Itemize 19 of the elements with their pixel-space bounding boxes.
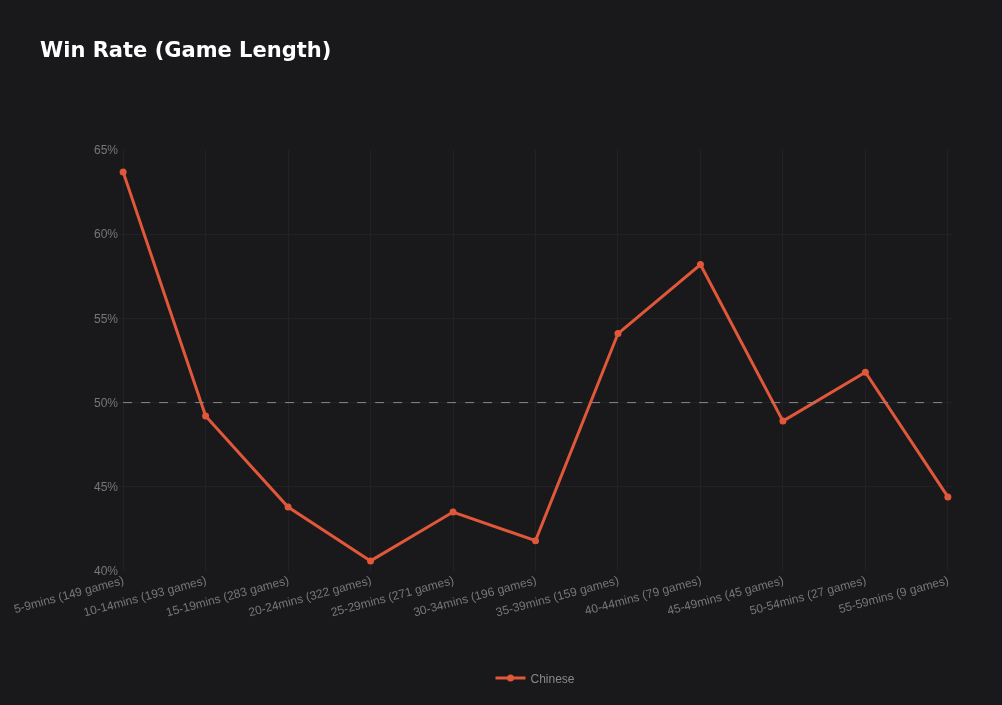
- point: [532, 537, 539, 545]
- chart-title: Win Rate (Game Length): [40, 37, 332, 62]
- y-tick-label: 55%: [93, 311, 119, 326]
- point: [119, 168, 127, 176]
- point: [779, 417, 787, 425]
- point: [861, 368, 869, 376]
- point: [614, 330, 622, 338]
- point: [944, 493, 952, 501]
- point: [696, 261, 704, 269]
- point: [367, 557, 375, 565]
- y-tick-label: 50%: [93, 395, 119, 410]
- point: [449, 508, 457, 516]
- y-tick-label: 60%: [93, 227, 119, 242]
- y-tick-label: 65%: [93, 143, 119, 158]
- y-tick-label: 45%: [93, 480, 119, 494]
- point: [284, 503, 292, 511]
- y-tick-label: 40%: [93, 564, 119, 579]
- legend-label: Chinese: [530, 671, 575, 686]
- point: [202, 412, 210, 420]
